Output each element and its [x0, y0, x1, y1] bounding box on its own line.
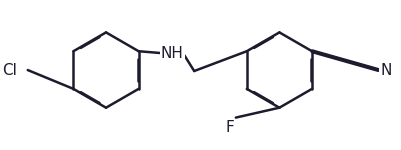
- Text: F: F: [225, 120, 234, 135]
- Text: N: N: [381, 63, 392, 78]
- Text: NH: NH: [161, 46, 184, 61]
- Text: Cl: Cl: [2, 63, 17, 78]
